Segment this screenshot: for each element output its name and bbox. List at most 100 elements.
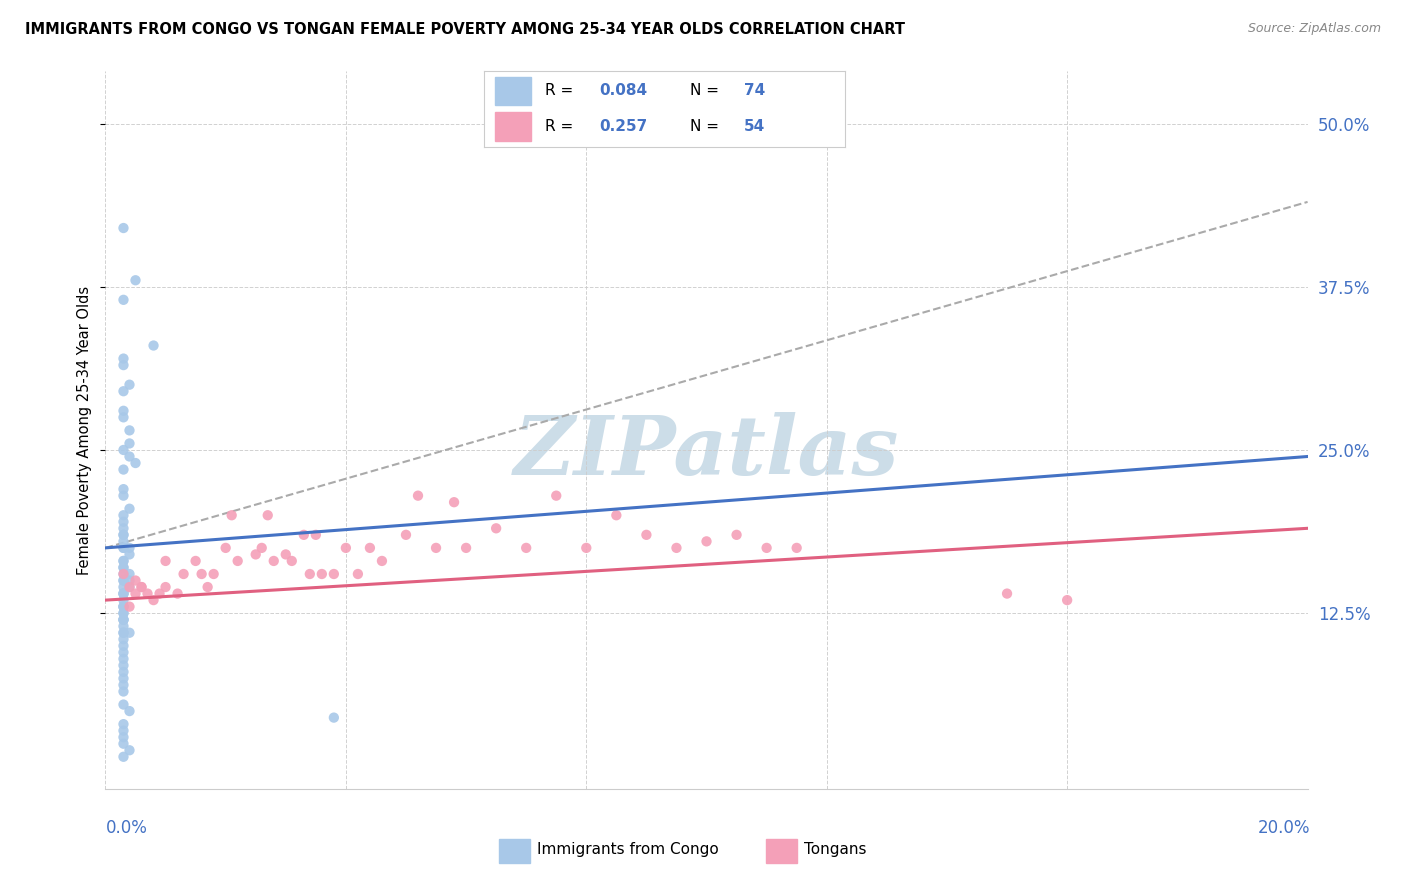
Point [112, 613, 135, 627]
Point [311, 567, 333, 582]
Point [112, 574, 135, 588]
Point [112, 462, 135, 476]
Point [124, 456, 146, 470]
Point [112, 521, 135, 535]
Point [112, 515, 135, 529]
Y-axis label: Female Poverty Among 25-34 Year Olds: Female Poverty Among 25-34 Year Olds [77, 285, 93, 575]
Point [118, 574, 141, 588]
Point [485, 521, 508, 535]
Point [112, 639, 135, 653]
Point [322, 567, 344, 582]
Point [112, 384, 135, 399]
Text: Tongans: Tongans [804, 842, 866, 856]
Point [112, 684, 135, 698]
Point [725, 528, 748, 542]
Point [112, 586, 135, 600]
Point [155, 554, 177, 568]
Point [112, 613, 135, 627]
Point [575, 541, 598, 555]
Point [155, 580, 177, 594]
Point [112, 482, 135, 496]
Point [112, 560, 135, 574]
Point [112, 404, 135, 418]
Point [112, 508, 135, 523]
Point [226, 554, 249, 568]
Point [112, 749, 135, 764]
Point [112, 410, 135, 425]
Point [124, 586, 146, 600]
Point [250, 541, 273, 555]
Point [305, 528, 328, 542]
Point [131, 580, 153, 594]
Point [112, 586, 135, 600]
Point [112, 658, 135, 673]
Point [112, 442, 135, 457]
Point [112, 599, 135, 614]
Point [202, 567, 225, 582]
Point [112, 665, 135, 679]
Point [371, 554, 394, 568]
Point [190, 567, 212, 582]
Point [112, 599, 135, 614]
Point [298, 567, 321, 582]
Point [112, 351, 135, 366]
Point [755, 541, 778, 555]
Text: 0.0%: 0.0% [105, 819, 148, 837]
Point [995, 586, 1018, 600]
Point [112, 221, 135, 235]
Point [166, 586, 188, 600]
Point [112, 672, 135, 686]
Point [696, 534, 718, 549]
Point [443, 495, 465, 509]
Point [112, 652, 135, 666]
Point [142, 593, 165, 607]
Point [112, 606, 135, 620]
Point [1056, 593, 1078, 607]
Point [118, 436, 141, 450]
Point [118, 501, 141, 516]
Point [118, 599, 141, 614]
Text: 20.0%: 20.0% [1258, 819, 1310, 837]
Point [118, 625, 141, 640]
Point [274, 548, 297, 562]
Point [112, 489, 135, 503]
Point [112, 717, 135, 731]
Point [131, 580, 153, 594]
Point [359, 541, 381, 555]
Point [112, 580, 135, 594]
Point [112, 730, 135, 744]
Point [112, 293, 135, 307]
Point [395, 528, 418, 542]
Point [112, 586, 135, 600]
Point [214, 541, 236, 555]
Text: Source: ZipAtlas.com: Source: ZipAtlas.com [1247, 22, 1381, 36]
Point [112, 698, 135, 712]
Point [112, 534, 135, 549]
Point [148, 586, 170, 600]
Point [118, 580, 141, 594]
Point [118, 743, 141, 757]
Point [112, 737, 135, 751]
Point [184, 554, 207, 568]
Point [112, 619, 135, 633]
Point [112, 554, 135, 568]
Text: Immigrants from Congo: Immigrants from Congo [537, 842, 718, 856]
Point [245, 548, 267, 562]
Point [322, 710, 344, 724]
Point [112, 560, 135, 574]
Point [112, 567, 135, 582]
Point [546, 489, 568, 503]
Point [112, 645, 135, 659]
Point [197, 580, 219, 594]
Point [786, 541, 808, 555]
Point [142, 338, 165, 352]
Point [118, 580, 141, 594]
Point [347, 567, 370, 582]
Point [112, 599, 135, 614]
Point [124, 574, 146, 588]
Point [112, 625, 135, 640]
Point [221, 508, 243, 523]
Text: ZIPatlas: ZIPatlas [513, 412, 900, 491]
Point [112, 613, 135, 627]
Point [335, 541, 357, 555]
